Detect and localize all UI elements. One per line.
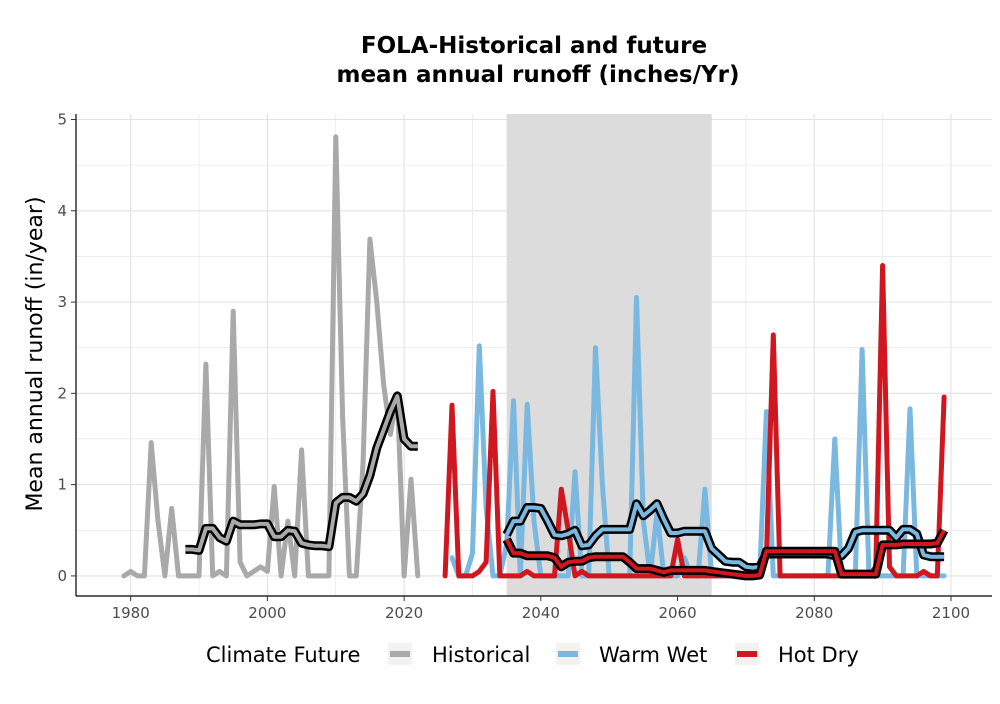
y-tick-label: 4 [57, 202, 67, 220]
y-tick-label: 5 [57, 110, 67, 128]
x-tick-label: 2100 [932, 604, 970, 622]
x-tick-label: 2060 [658, 604, 696, 622]
legend-label-warm-wet: Warm Wet [599, 643, 707, 667]
y-tick-label: 3 [57, 293, 67, 311]
x-tick-label: 2080 [795, 604, 833, 622]
x-tick-label: 2040 [522, 604, 560, 622]
plot-area: 1980 2000 2020 2040 2060 2080 2100 0 1 2 3 4 5 [57, 110, 992, 622]
legend-label-historical: Historical [432, 643, 530, 667]
y-tick-label: 0 [57, 567, 67, 585]
legend-label-hot-dry: Hot Dry [778, 643, 859, 667]
y-axis-label: Mean annual runoff (in/year) [23, 196, 48, 511]
x-tick-label: 2020 [385, 604, 423, 622]
y-tick-label: 1 [57, 476, 67, 494]
shaded-period [506, 114, 712, 596]
rolling-mean-historical [185, 394, 418, 553]
series-line-historical [121, 134, 421, 579]
chart-title-line1: FOLA-Historical and future [361, 33, 707, 59]
x-tick-label: 2000 [248, 604, 286, 622]
y-tick-label: 2 [57, 384, 67, 402]
rolling-mean-warm-wet [504, 501, 945, 570]
legend-title: Climate Future [206, 643, 360, 667]
legend: Climate Future Historical Warm Wet Hot D… [206, 643, 859, 667]
rolling-mean-hot-dry [504, 529, 946, 578]
x-tick-label: 1980 [112, 604, 150, 622]
chart-title-line2: mean annual runoff (inches/Yr) [336, 62, 739, 88]
